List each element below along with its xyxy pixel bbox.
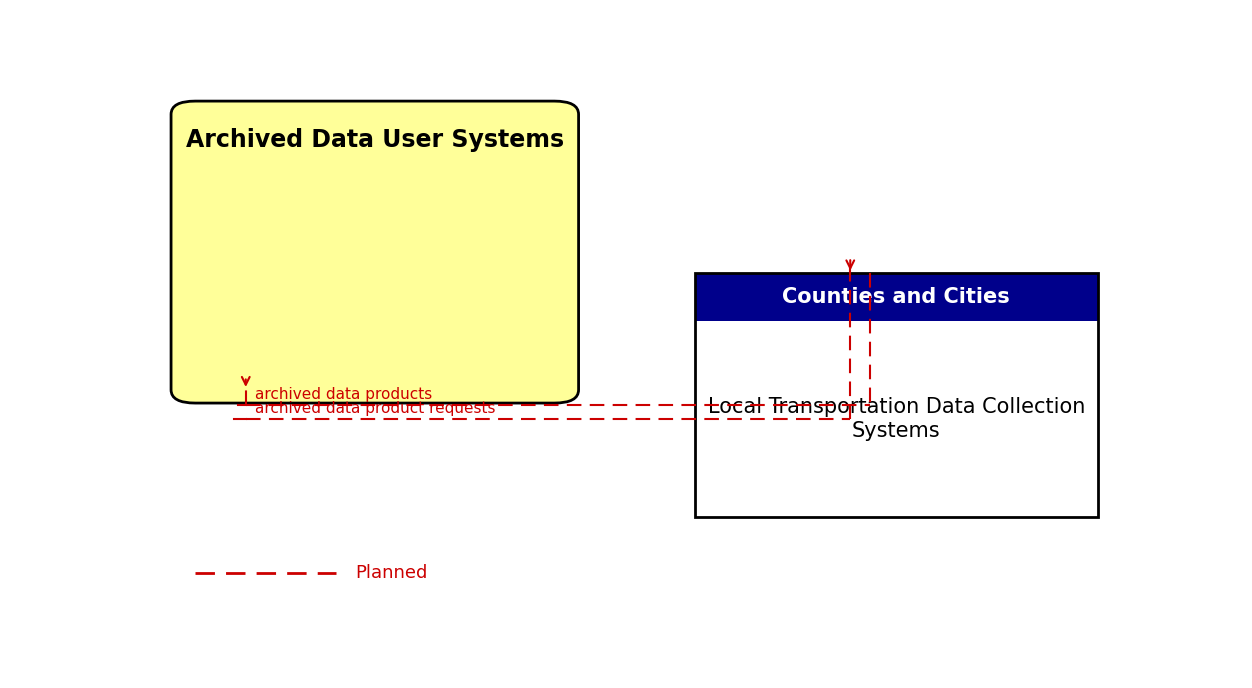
Text: Counties and Cities: Counties and Cities [782,287,1010,307]
Text: Planned: Planned [356,563,428,581]
Bar [695,321,1098,517]
Bar [695,273,1098,321]
Text: archived data products: archived data products [255,387,433,402]
Text: archived data product requests: archived data product requests [255,401,496,416]
Bar [695,273,1098,517]
FancyBboxPatch shape [172,101,578,403]
Text: Archived Data User Systems: Archived Data User Systems [185,127,563,151]
Text: Local Transportation Data Collection
Systems: Local Transportation Data Collection Sys… [707,398,1085,440]
